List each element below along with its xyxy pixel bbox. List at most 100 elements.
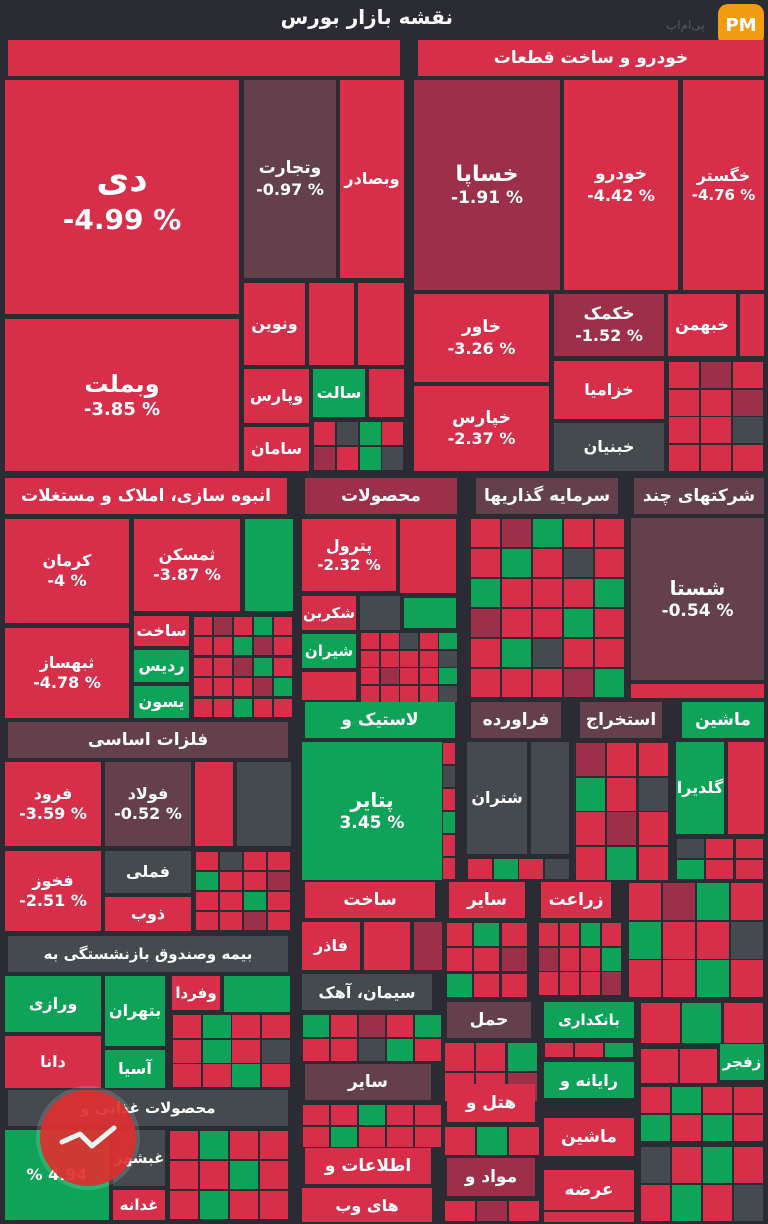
stock-tile[interactable]: بتهران — [105, 976, 165, 1046]
sector-header[interactable]: اطلاعات و — [305, 1148, 431, 1184]
stock-tile[interactable] — [232, 1064, 260, 1087]
stock-tile[interactable]: شکربن — [302, 596, 356, 630]
stock-tile[interactable]: ونوین — [244, 283, 305, 365]
stock-tile[interactable] — [232, 1015, 260, 1038]
stock-tile[interactable] — [274, 678, 292, 696]
stock-tile[interactable] — [400, 519, 456, 593]
stock-tile[interactable] — [734, 1115, 763, 1141]
stock-tile[interactable]: کرمان -4 % — [5, 519, 129, 623]
stock-tile[interactable]: وتجارت -0.97 % — [244, 80, 336, 278]
stock-tile[interactable] — [641, 1049, 678, 1083]
stock-tile[interactable]: دانا — [5, 1036, 101, 1088]
stock-tile[interactable] — [602, 923, 621, 946]
stock-tile[interactable] — [539, 948, 558, 971]
stock-tile[interactable] — [331, 1105, 357, 1125]
stock-tile[interactable] — [701, 390, 731, 416]
sector-header[interactable]: سیمان، آهک — [302, 974, 432, 1010]
stock-tile[interactable]: خکمک -1.52 % — [554, 294, 664, 356]
stock-tile[interactable]: گلدیرا — [676, 742, 724, 834]
stock-tile[interactable] — [260, 1161, 288, 1189]
stock-tile[interactable] — [581, 923, 600, 946]
stock-tile[interactable] — [502, 669, 531, 697]
stock-tile[interactable] — [639, 743, 668, 776]
stock-tile[interactable] — [476, 1043, 505, 1071]
stock-tile[interactable] — [173, 1064, 201, 1087]
stock-tile[interactable] — [677, 860, 704, 879]
stock-tile[interactable]: وبملت -3.85 % — [5, 319, 239, 471]
stock-tile[interactable] — [420, 686, 438, 702]
stock-tile[interactable] — [254, 678, 272, 696]
stock-tile[interactable] — [533, 609, 562, 637]
stock-tile[interactable] — [474, 923, 499, 946]
stock-tile[interactable] — [420, 651, 438, 667]
stock-tile[interactable] — [220, 912, 242, 930]
stock-tile[interactable] — [404, 598, 456, 628]
stock-tile[interactable] — [381, 633, 399, 649]
stock-tile[interactable] — [387, 1127, 413, 1147]
stock-tile[interactable] — [439, 633, 457, 649]
stock-tile[interactable]: خودرو -4.42 % — [564, 80, 678, 290]
stock-tile[interactable] — [400, 668, 418, 684]
stock-tile[interactable] — [387, 1015, 413, 1037]
stock-tile[interactable]: خبنیان — [554, 423, 664, 471]
stock-tile[interactable] — [731, 960, 763, 997]
sector-header[interactable]: انبوه سازی، املاک و مستغلات — [5, 478, 287, 514]
stock-tile[interactable] — [331, 1015, 357, 1037]
stock-tile[interactable] — [200, 1191, 228, 1219]
stock-tile[interactable]: خزامیا — [554, 361, 664, 419]
stock-tile[interactable] — [701, 445, 731, 471]
stock-tile[interactable] — [564, 519, 593, 547]
stock-tile[interactable] — [443, 766, 455, 787]
stock-tile[interactable] — [560, 948, 579, 971]
stock-tile[interactable] — [274, 699, 292, 717]
stock-tile[interactable] — [194, 658, 212, 676]
stock-tile[interactable] — [220, 852, 242, 870]
stock-tile[interactable] — [539, 923, 558, 946]
sector-header[interactable]: ماشین — [682, 702, 764, 738]
stock-tile[interactable] — [471, 549, 500, 577]
stock-tile[interactable] — [677, 839, 704, 858]
stock-tile[interactable] — [443, 835, 455, 856]
stock-tile[interactable]: پتایر 3.45 % — [302, 742, 442, 880]
stock-tile[interactable] — [194, 637, 212, 655]
stock-tile[interactable] — [447, 974, 472, 997]
stock-tile[interactable] — [415, 1015, 441, 1037]
stock-tile[interactable] — [244, 872, 266, 890]
stock-tile[interactable] — [262, 1015, 290, 1038]
stock-tile[interactable] — [564, 549, 593, 577]
stock-tile[interactable]: شستا -0.54 % — [631, 518, 764, 680]
stock-tile[interactable] — [733, 362, 763, 388]
sector-header[interactable]: محصولات — [305, 478, 457, 514]
stock-tile[interactable] — [8, 40, 400, 76]
stock-tile[interactable] — [629, 922, 661, 959]
stock-tile[interactable] — [564, 669, 593, 697]
stock-tile[interactable] — [533, 519, 562, 547]
stock-tile[interactable] — [196, 912, 218, 930]
stock-tile[interactable] — [415, 1127, 441, 1147]
stock-tile[interactable] — [400, 633, 418, 649]
stock-tile[interactable]: ورازی — [5, 976, 101, 1032]
stock-tile[interactable] — [697, 960, 729, 997]
stock-tile[interactable] — [639, 812, 668, 845]
sector-header[interactable]: خودرو و ساخت قطعات — [418, 40, 764, 76]
stock-tile[interactable] — [731, 883, 763, 920]
stock-tile[interactable] — [443, 812, 455, 833]
stock-tile[interactable] — [234, 678, 252, 696]
stock-tile[interactable]: سامان — [244, 427, 309, 471]
sector-header[interactable]: فراورده — [471, 702, 561, 738]
stock-tile[interactable] — [196, 892, 218, 910]
stock-tile[interactable]: خساپا -1.91 % — [414, 80, 560, 290]
stock-tile[interactable] — [337, 422, 358, 445]
sector-header[interactable]: شرکتهای چند — [634, 478, 764, 514]
sector-header[interactable]: مواد و — [447, 1158, 535, 1196]
stock-tile[interactable] — [641, 1115, 670, 1141]
stock-tile[interactable] — [382, 422, 403, 445]
stock-tile[interactable]: فاذر — [302, 922, 360, 970]
stock-tile[interactable] — [607, 847, 636, 880]
stock-tile[interactable] — [474, 948, 499, 971]
stock-tile[interactable]: خاور -3.26 % — [414, 294, 549, 382]
stock-tile[interactable] — [447, 923, 472, 946]
stock-tile[interactable] — [234, 617, 252, 635]
stock-tile[interactable]: ردیس — [134, 650, 189, 682]
stock-tile[interactable] — [731, 922, 763, 959]
